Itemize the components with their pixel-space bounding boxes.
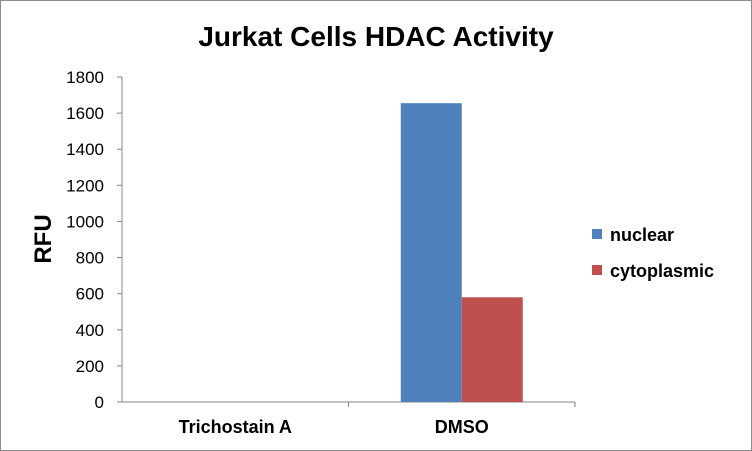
x-tick-label: DMSO bbox=[435, 417, 489, 437]
y-tick-label: 0 bbox=[95, 393, 104, 412]
legend-swatch-cytoplasmic bbox=[592, 265, 602, 275]
chart-title: Jurkat Cells HDAC Activity bbox=[198, 21, 554, 52]
y-axis-label: RFU bbox=[30, 214, 57, 263]
y-tick-label: 400 bbox=[76, 321, 104, 340]
y-tick-label: 600 bbox=[76, 285, 104, 304]
y-tick-label: 1400 bbox=[66, 140, 104, 159]
bar-nuclear bbox=[400, 103, 462, 403]
y-tick-label: 800 bbox=[76, 249, 104, 268]
bar-cytoplasmic bbox=[461, 297, 523, 402]
legend-swatch-nuclear bbox=[592, 229, 602, 239]
y-tick-label: 200 bbox=[76, 357, 104, 376]
plot-area: 0 200 400 600 800 1000 1200 1400 1600 1800 Trichos… bbox=[66, 68, 576, 437]
y-tick-label: 1800 bbox=[66, 68, 104, 87]
legend: nuclear cytoplasmic bbox=[592, 225, 714, 281]
legend-label-cytoplasmic: cytoplasmic bbox=[610, 261, 714, 281]
x-tick-label: Trichostain A bbox=[179, 417, 292, 437]
y-tick-label: 1000 bbox=[66, 212, 104, 231]
y-tick-label: 1200 bbox=[66, 176, 104, 195]
legend-label-nuclear: nuclear bbox=[610, 225, 674, 245]
y-tick-label: 1600 bbox=[66, 104, 104, 123]
